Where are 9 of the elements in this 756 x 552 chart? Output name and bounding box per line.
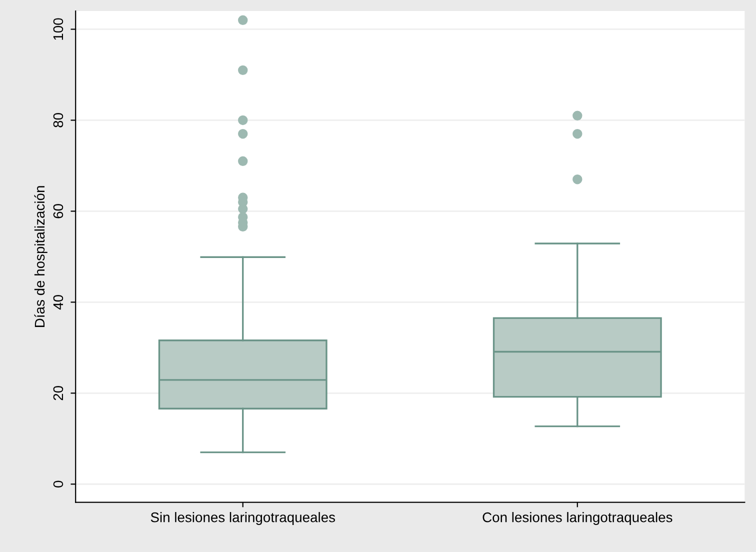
- y-axis-title: Días de hospitalización: [34, 186, 48, 327]
- y-tick-label: 100: [53, 18, 64, 40]
- x-tick-label: Sin lesiones laringotraqueales: [150, 512, 336, 525]
- y-tick-label: 20: [53, 386, 64, 400]
- y-tick-label: 80: [53, 113, 64, 128]
- y-tick-label: 40: [53, 294, 64, 310]
- y-tick-label: 60: [53, 204, 64, 218]
- y-tick-label: 0: [53, 480, 64, 488]
- x-tick-label: Con lesiones laringotraqueales: [482, 512, 672, 525]
